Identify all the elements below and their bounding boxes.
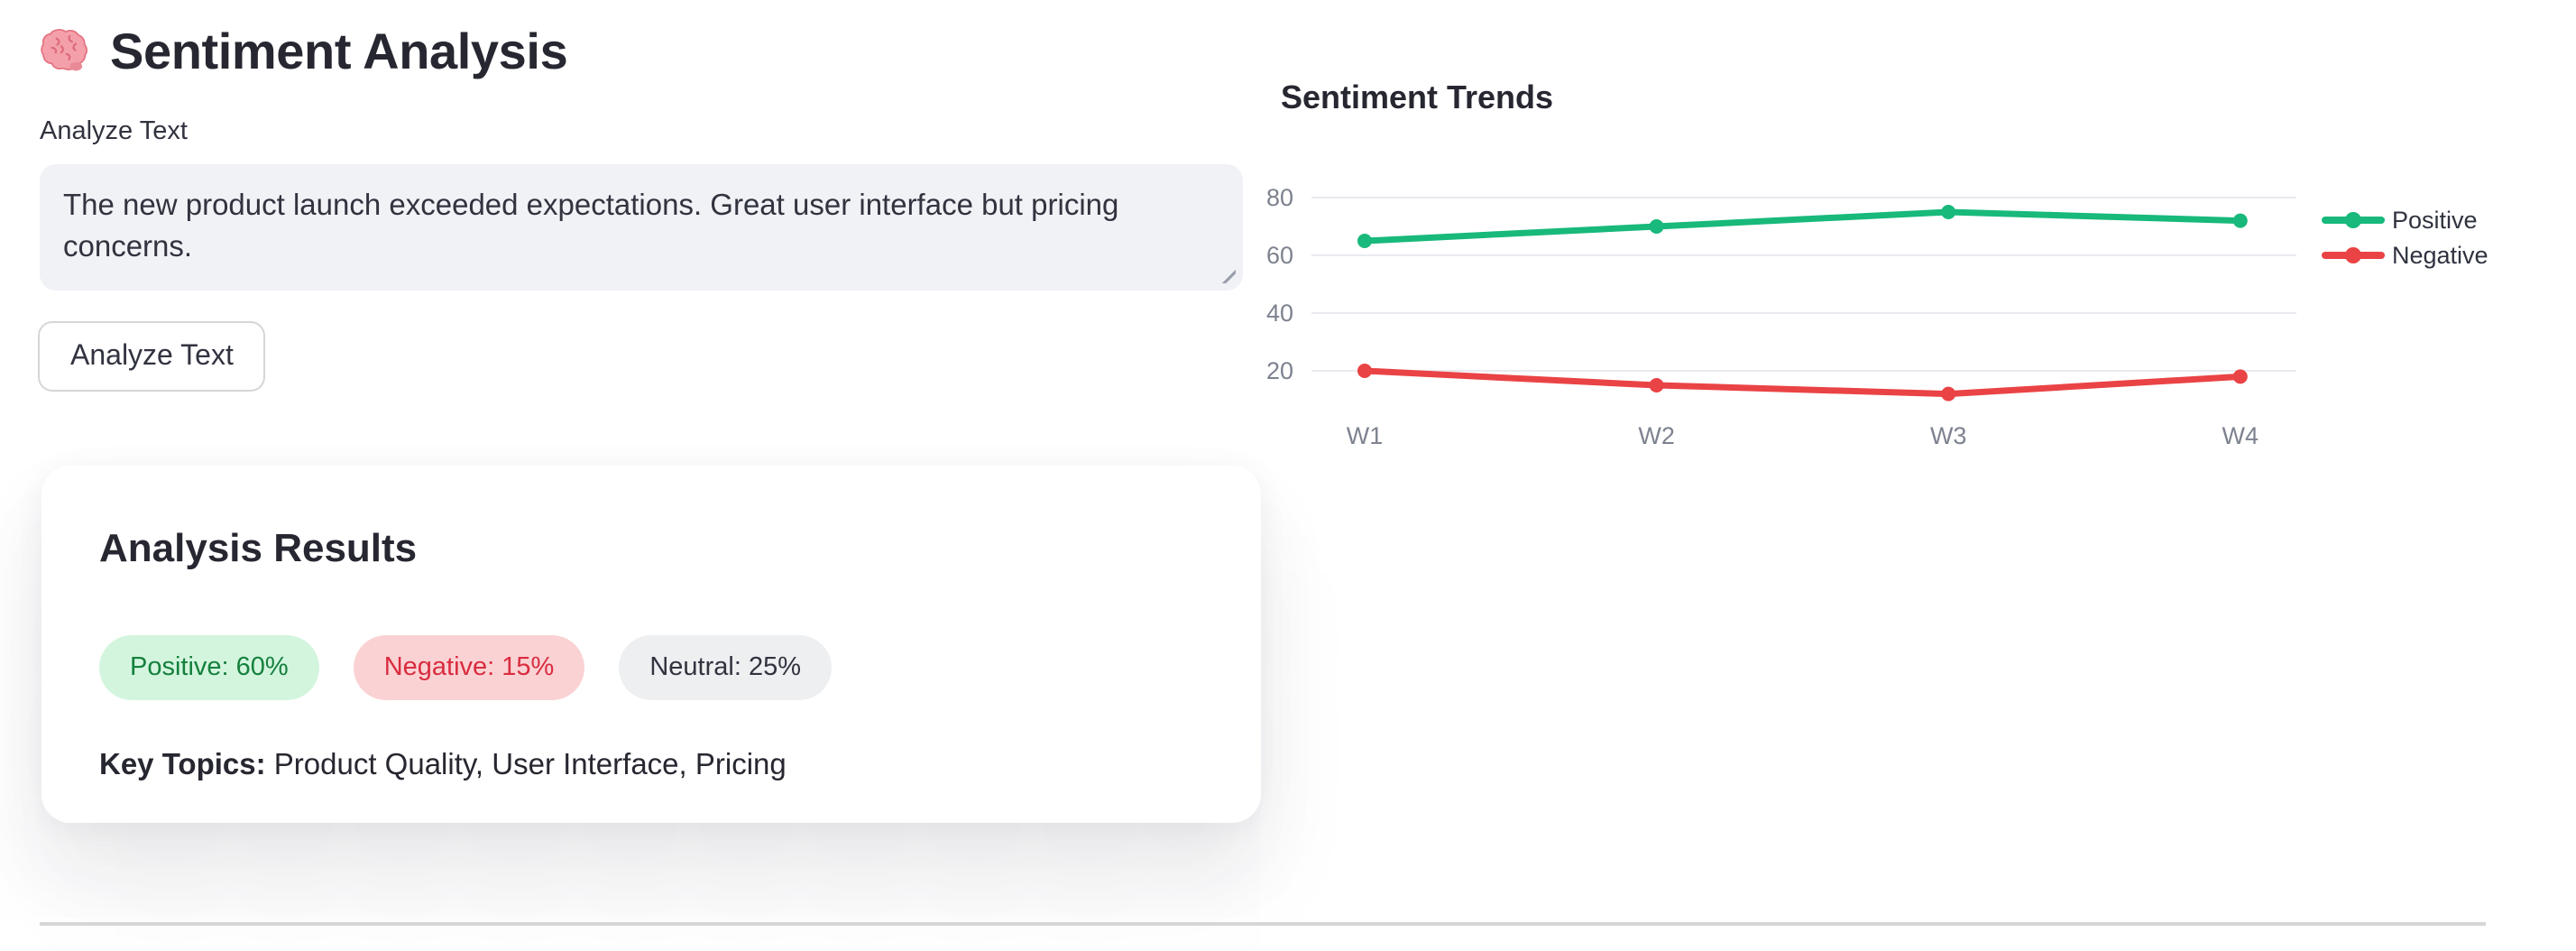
sentiment-trends-panel: Sentiment Trends 80 60 40 20 W1 W2 W3 W4 Positiv… bbox=[1254, 79, 2562, 480]
sentiment-badge: Positive: 60% bbox=[99, 635, 319, 700]
legend-marker-dot bbox=[2345, 247, 2361, 263]
key-topics-label: Key Topics: bbox=[99, 749, 266, 781]
sentiment-badge-row: Positive: 60% Negative: 15% Neutral: 25% bbox=[99, 635, 1203, 700]
key-topics-line: Key Topics: Product Quality, User Interf… bbox=[99, 749, 1203, 783]
y-axis-tick: 80 bbox=[1266, 184, 1293, 211]
data-point bbox=[1649, 219, 1664, 234]
x-axis-tick: W4 bbox=[2222, 422, 2259, 449]
data-point bbox=[1357, 234, 1372, 248]
legend-item-label: Negative bbox=[2392, 242, 2489, 269]
sentiment-trend-chart: 80 60 40 20 W1 W2 W3 W4 Positive Negative bbox=[1266, 184, 2489, 449]
sentiment-badge: Negative: 15% bbox=[353, 635, 585, 700]
y-axis-tick: 60 bbox=[1266, 242, 1293, 269]
analyze-text-button[interactable]: Analyze Text bbox=[38, 321, 266, 392]
y-axis-tick: 40 bbox=[1266, 300, 1293, 327]
legend-item-label: Positive bbox=[2392, 207, 2478, 234]
key-topics-value: Product Quality, User Interface, Pricing bbox=[273, 749, 787, 781]
analysis-results-card: Analysis Results Positive: 60% Negative:… bbox=[41, 466, 1261, 823]
data-point bbox=[2232, 369, 2248, 384]
brain-emoji-icon bbox=[41, 28, 88, 70]
chart-title: Sentiment Trends bbox=[1281, 79, 1554, 115]
x-axis-tick: W3 bbox=[1930, 422, 1967, 449]
data-point bbox=[1357, 364, 1372, 378]
y-axis-tick: 20 bbox=[1266, 357, 1293, 384]
page-title-text: Sentiment Analysis bbox=[110, 23, 568, 79]
x-axis-tick: W2 bbox=[1638, 422, 1675, 449]
bottom-divider bbox=[40, 922, 2486, 926]
data-point bbox=[2232, 213, 2248, 228]
series-line-positive bbox=[1361, 208, 2244, 245]
legend-marker-dot bbox=[2345, 212, 2361, 228]
series-line-negative bbox=[1361, 367, 2244, 398]
x-axis-tick: W1 bbox=[1347, 422, 1384, 449]
data-point bbox=[1649, 378, 1664, 392]
sentiment-badge: Neutral: 25% bbox=[619, 635, 832, 700]
data-point bbox=[1941, 386, 1956, 402]
analyze-text-label: Analyze Text bbox=[40, 117, 188, 146]
analyze-text-input[interactable]: The new product launch exceeded expectat… bbox=[40, 164, 1243, 291]
analyze-text-field-wrap: The new product launch exceeded expectat… bbox=[40, 164, 1243, 291]
data-point bbox=[1941, 205, 1956, 219]
results-title: Analysis Results bbox=[99, 525, 418, 570]
page-title: Sentiment Analysis bbox=[38, 23, 568, 81]
